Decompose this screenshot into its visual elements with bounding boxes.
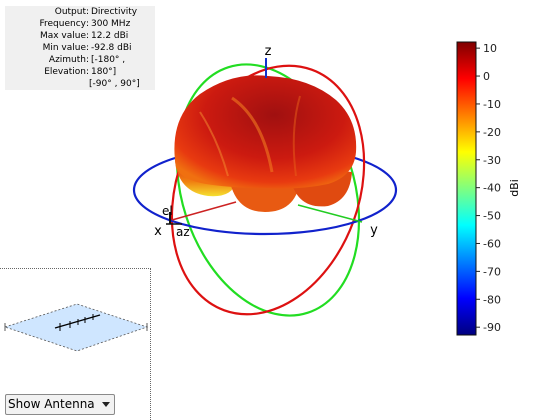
colorbar-ticks: 10 0 -10 -20 -30 -40 -50 -60 -70 -80 -90 — [476, 42, 501, 334]
info-value: [-180° , — [91, 55, 126, 65]
info-key: Azimuth — [48, 55, 86, 65]
x-axis — [171, 201, 237, 221]
info-row-output: Output: Directivity — [5, 7, 155, 19]
colorbar-tick-label: 10 — [483, 42, 497, 55]
info-key: Max value — [39, 31, 86, 41]
info-row-range: [-90° , 90°] — [5, 79, 155, 91]
lobe-main — [174, 75, 357, 189]
colorbar-tick-label: 0 — [483, 70, 490, 83]
colorbar-tick-label: -10 — [483, 98, 501, 111]
info-row-max: Max value:12.2 dBi — [5, 31, 155, 43]
x-axis-label: x — [154, 224, 162, 239]
info-colon: : — [85, 31, 89, 41]
y-axis — [297, 204, 363, 223]
info-colon: : — [85, 43, 89, 53]
info-key: Elevation — [44, 67, 86, 77]
z-ring-front — [132, 189, 398, 236]
dropdown-value: Show Antenna — [8, 397, 95, 411]
el-label: el — [162, 204, 173, 218]
info-row-min: Min value: -92.8 dBi — [5, 43, 155, 55]
info-value: 300 MHz — [91, 19, 131, 29]
info-colon: : — [85, 19, 89, 29]
colorbar-tick-label: -70 — [483, 265, 501, 278]
info-value: [-90° , 90°] — [89, 79, 140, 89]
info-value: 180°] — [91, 67, 117, 77]
colorbar-tick-label: -20 — [483, 126, 501, 139]
lobe-highlight — [199, 111, 229, 177]
antenna-thumbnail — [3, 303, 149, 352]
info-value: 12.2 dBi — [91, 31, 129, 41]
info-value: Directivity — [91, 7, 138, 17]
info-key: Min value — [42, 43, 86, 53]
info-row-frequency: Frequency:300 MHz — [5, 19, 155, 31]
colorbar-tick-label: -50 — [483, 210, 501, 223]
colorbar-tick-label: -90 — [483, 321, 501, 334]
info-key: Frequency — [39, 19, 87, 29]
info-key: Output — [54, 7, 86, 17]
info-colon: : — [85, 67, 89, 77]
info-row-azimuth: Azimuth: [-180° , — [5, 55, 155, 67]
antenna-panel — [0, 268, 151, 420]
info-colon: : — [85, 55, 89, 65]
ground-plane — [3, 303, 149, 352]
colorbar-tick-label: -60 — [483, 237, 501, 250]
lobe-highlight — [231, 96, 274, 173]
colorbar-label: dBi — [508, 179, 521, 197]
y-axis-label: y — [370, 223, 378, 238]
colorbar-tick-label: -80 — [483, 293, 501, 306]
lobe-highlight — [292, 95, 301, 177]
az-label: az — [176, 225, 190, 239]
chevron-down-icon — [102, 402, 110, 407]
info-row-elevation: Elevation:180°] — [5, 67, 155, 79]
colorbar — [456, 41, 477, 336]
colorbar-tick-label: -30 — [483, 154, 501, 167]
z-axis-label: z — [265, 44, 272, 59]
show-antenna-dropdown[interactable]: Show Antenna — [5, 394, 115, 415]
info-panel: Output: Directivity Frequency:300 MHz Max… — [5, 6, 155, 90]
info-value: -92.8 dBi — [91, 43, 132, 53]
info-colon: : — [85, 7, 89, 17]
colorbar-tick-label: -40 — [483, 182, 501, 195]
